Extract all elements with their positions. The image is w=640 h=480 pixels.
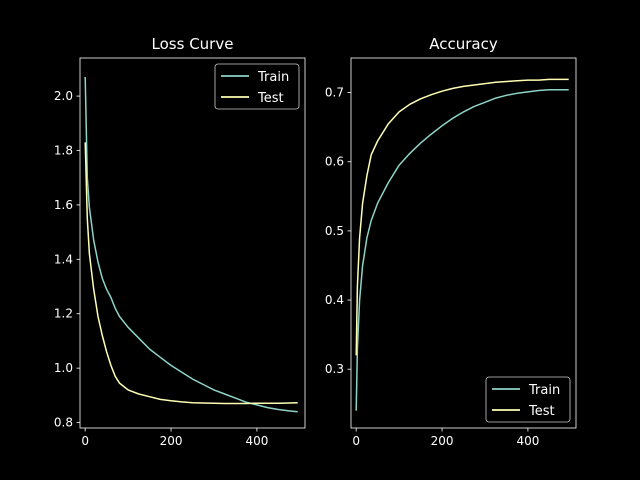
accuracy-legend-label-test: Test [528,404,555,419]
accuracy-series-test-line [355,78,569,356]
loss-y-tick-label: 1.2 [54,307,73,321]
loss-series-test-line [84,142,298,405]
loss-y-tick-label: 1.6 [54,198,73,212]
accuracy-y-tick-label: 0.7 [325,86,344,100]
accuracy-x-tick-label: 400 [516,434,539,448]
loss-legend-label-test: Test [257,91,284,106]
loss-x-tick-label: 400 [245,434,268,448]
accuracy-x-tick-label: 0 [352,434,360,448]
loss-y-tick-label: 2.0 [54,89,73,103]
loss-y-tick-label: 1.4 [54,252,73,266]
loss-curve-panel: Loss Curve 0 200 400 0.8 1.0 1.2 1.4 1.6 1.8 2.0 T… [54,35,306,448]
accuracy-y-tick-label: 0.3 [325,362,344,376]
loss-chart-title: Loss Curve [152,35,234,53]
accuracy-y-tick-label: 0.6 [325,155,344,169]
accuracy-legend: Train Test [485,376,571,423]
loss-y-tick-label: 1.0 [54,361,73,375]
accuracy-panel: Accuracy 0 200 400 0.3 0.4 0.5 0.6 0.7 Train Test [325,35,577,448]
accuracy-chart-marks: 0 200 400 0.3 0.4 0.5 0.6 0.7 Train Test [325,57,577,448]
accuracy-y-tick-label: 0.4 [325,293,344,307]
loss-y-tick-label: 1.8 [54,144,73,158]
loss-chart-marks: 0 200 400 0.8 1.0 1.2 1.4 1.6 1.8 2.0 Train Test [54,57,306,448]
accuracy-series-train-line [355,89,569,411]
loss-legend: Train Test [214,63,300,110]
loss-y-tick-label: 0.8 [54,416,73,430]
accuracy-y-tick-label: 0.5 [325,224,344,238]
loss-legend-label-train: Train [257,70,289,85]
loss-axes-frame [79,57,306,429]
loss-x-tick-label: 0 [81,434,89,448]
accuracy-x-tick-label: 200 [431,434,454,448]
accuracy-chart-title: Accuracy [429,35,498,53]
accuracy-axes-frame [350,57,577,429]
accuracy-legend-label-train: Train [528,383,560,398]
loss-x-tick-label: 200 [160,434,183,448]
